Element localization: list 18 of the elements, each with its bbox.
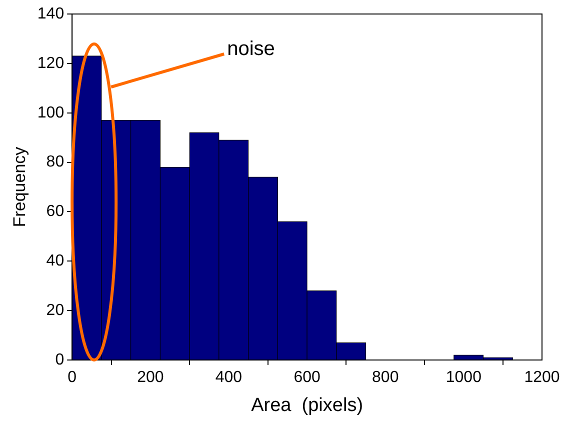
y-tick-label: 140 (37, 5, 64, 22)
x-tick-label: 0 (68, 369, 77, 386)
y-tick-label: 40 (46, 252, 64, 270)
y-tick-label: 20 (46, 302, 64, 319)
y-tick-label: 80 (46, 154, 64, 171)
y-tick-label: 60 (46, 203, 64, 220)
y-tick-label: 0 (55, 351, 64, 368)
x-axis-title: Area (pixels) (251, 394, 364, 416)
y-tick-label: 100 (37, 104, 64, 122)
x-tick-label: 1200 (524, 369, 560, 386)
y-axis-title: Frequency (10, 146, 29, 228)
x-tick-label: 200 (137, 369, 164, 386)
x-tick-label: 600 (294, 369, 320, 386)
annotation: noise (227, 38, 275, 60)
x-tick-label: 400 (215, 369, 242, 386)
x-tick-label: 1000 (446, 369, 482, 386)
x-tick-label: 800 (372, 369, 399, 386)
y-tick-label: 120 (37, 54, 64, 72)
